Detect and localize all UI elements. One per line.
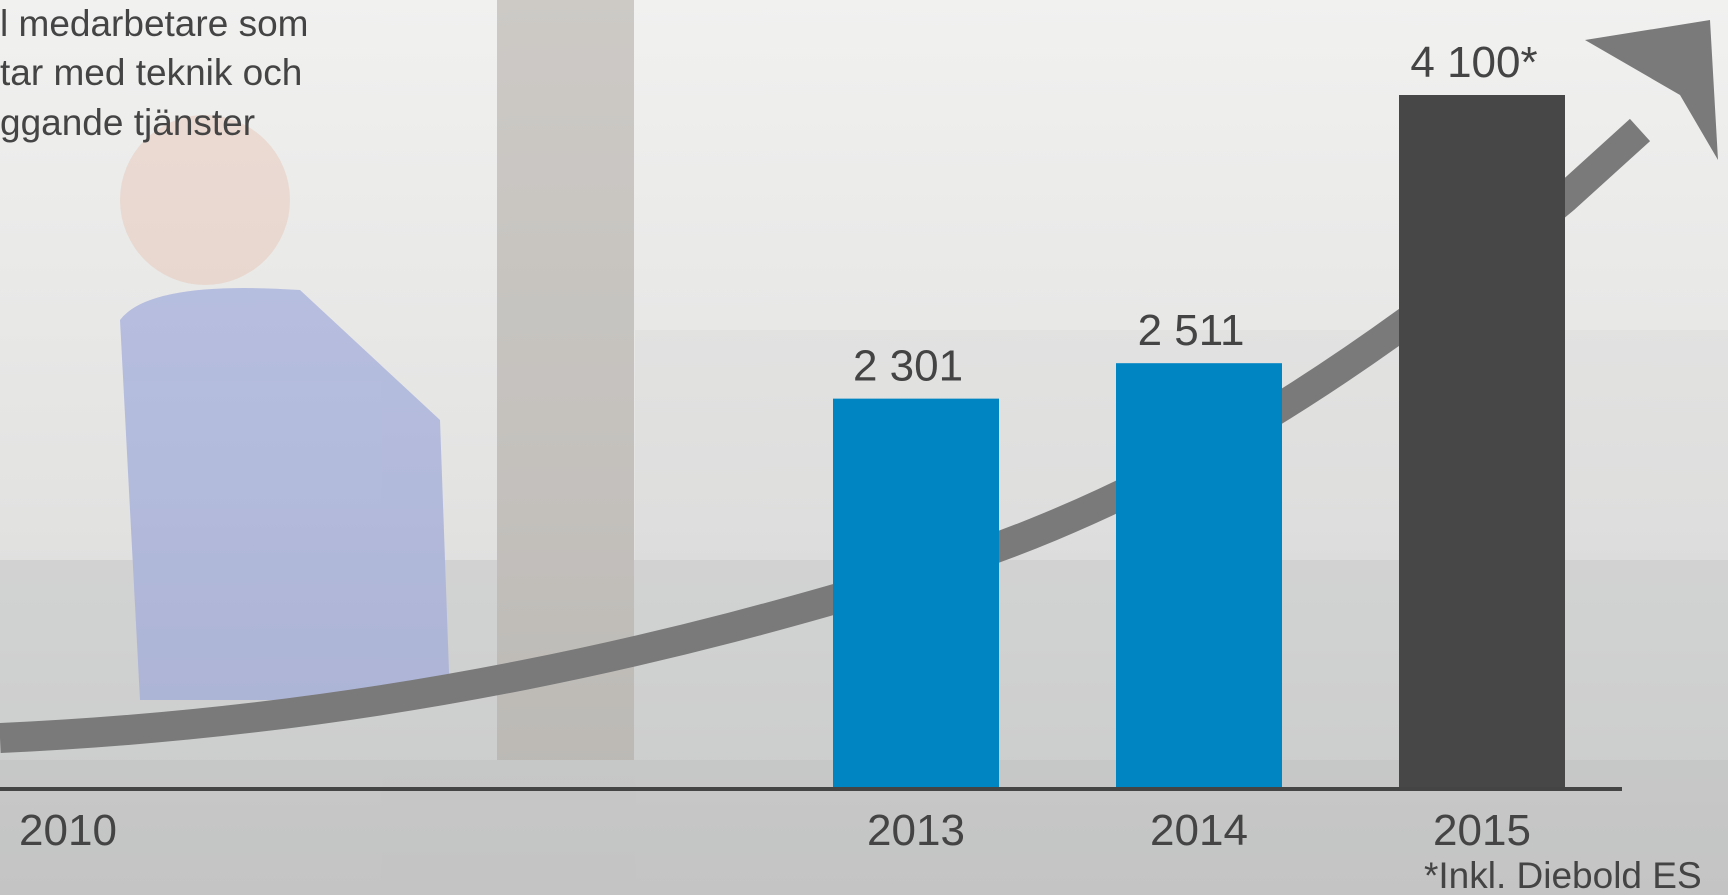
worker — [120, 288, 450, 700]
x-tick-label: 2010 — [19, 806, 117, 855]
x-tick-label: 2015 — [1433, 806, 1531, 855]
pole — [497, 0, 634, 895]
bar — [833, 398, 999, 787]
annotation-line: l medarbetare som — [0, 3, 308, 44]
value-label: 4 100* — [1410, 38, 1537, 87]
x-tick-label: 2014 — [1150, 806, 1248, 855]
annotation-line: tar med teknik och — [0, 52, 302, 93]
x-tick-label: 2013 — [867, 806, 965, 855]
arrow-head — [1585, 20, 1718, 160]
bar — [1116, 363, 1282, 787]
value-label: 2 511 — [1138, 306, 1245, 355]
value-label: 2 301 — [853, 342, 963, 391]
bar — [1399, 95, 1565, 787]
annotation-line: ggande tjänster — [0, 102, 255, 143]
worker-head — [120, 115, 290, 285]
footnote: *Inkl. Diebold ES — [1424, 855, 1702, 895]
